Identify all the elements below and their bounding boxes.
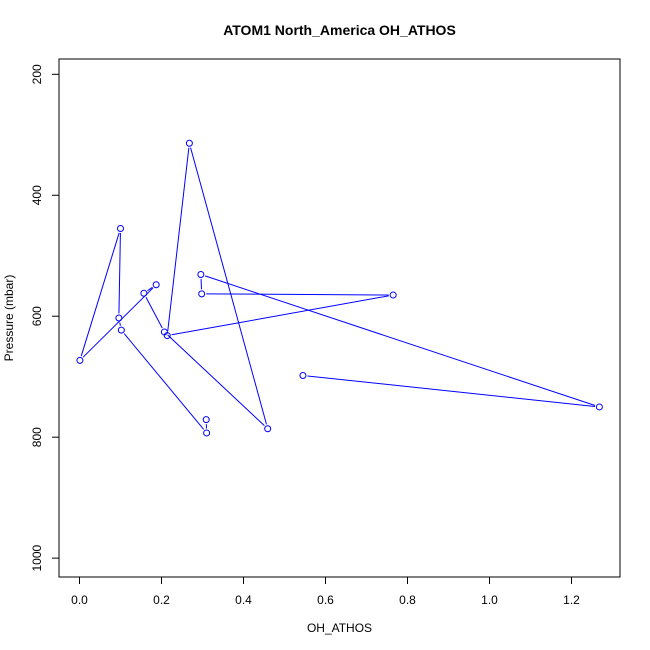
y-tick-label: 1000 bbox=[30, 544, 44, 571]
data-point bbox=[595, 403, 603, 411]
series-segment bbox=[147, 286, 153, 292]
series-segment bbox=[167, 334, 265, 427]
y-axis-label: Pressure (mbar) bbox=[2, 275, 16, 362]
series-segment bbox=[119, 322, 121, 326]
data-point bbox=[115, 314, 123, 322]
data-point bbox=[152, 281, 160, 289]
x-tick-label: 0.0 bbox=[71, 593, 88, 607]
series-segment bbox=[204, 275, 596, 406]
x-tick-label: 1.0 bbox=[481, 593, 498, 607]
x-axis-label: OH_ATHOS bbox=[307, 621, 372, 635]
y-axis: 200 400 600 800 1000 bbox=[30, 64, 60, 571]
x-tick-label: 0.2 bbox=[153, 593, 170, 607]
series-segment bbox=[118, 233, 121, 314]
data-point bbox=[117, 225, 124, 233]
data-point bbox=[203, 429, 211, 437]
chart-title: ATOM1 North_America OH_ATHOS bbox=[223, 22, 456, 38]
x-tick-label: 0.6 bbox=[317, 593, 334, 607]
data-point bbox=[198, 290, 206, 298]
data-point bbox=[299, 371, 307, 379]
x-tick-label: 1.2 bbox=[563, 593, 580, 607]
x-tick-label: 0.4 bbox=[235, 593, 252, 607]
series-segment bbox=[206, 293, 389, 296]
data-point bbox=[117, 326, 125, 334]
data-point bbox=[185, 139, 193, 147]
data-point bbox=[202, 416, 210, 424]
series-segment bbox=[171, 295, 389, 336]
data-point bbox=[389, 291, 397, 299]
series-segment bbox=[123, 333, 205, 430]
y-tick-label: 600 bbox=[30, 306, 44, 326]
series-segment bbox=[80, 232, 120, 357]
series-layer bbox=[76, 139, 603, 437]
data-point bbox=[264, 425, 272, 433]
series-segment bbox=[145, 296, 163, 329]
plot-frame bbox=[58, 58, 621, 578]
y-tick-label: 800 bbox=[30, 427, 44, 447]
data-point bbox=[140, 289, 148, 297]
x-tick-label: 0.8 bbox=[399, 593, 416, 607]
data-point bbox=[160, 328, 168, 336]
data-point bbox=[197, 270, 205, 278]
series-segment bbox=[190, 147, 267, 425]
data-point bbox=[76, 356, 84, 364]
x-axis: 0.0 0.2 0.4 0.6 0.8 1.0 1.2 bbox=[71, 576, 580, 607]
series-segment bbox=[167, 147, 190, 332]
y-tick-label: 400 bbox=[30, 185, 44, 205]
series-segment bbox=[82, 287, 154, 358]
y-tick-label: 200 bbox=[30, 64, 44, 84]
series-segment bbox=[307, 375, 595, 407]
